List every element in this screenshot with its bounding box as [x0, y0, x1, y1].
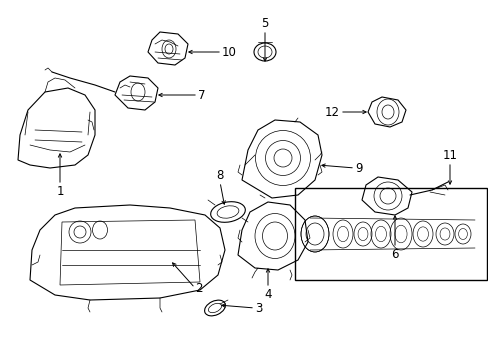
- Text: 7: 7: [198, 89, 205, 102]
- Text: 8: 8: [216, 169, 223, 182]
- Text: 11: 11: [442, 149, 457, 162]
- Text: 10: 10: [222, 45, 236, 59]
- Text: 1: 1: [56, 185, 63, 198]
- Text: 9: 9: [354, 162, 362, 175]
- Text: 5: 5: [261, 17, 268, 30]
- Bar: [294, 188, 486, 280]
- Text: 2: 2: [195, 282, 202, 294]
- Text: 4: 4: [264, 288, 271, 301]
- Text: 12: 12: [325, 105, 339, 118]
- Text: 3: 3: [254, 302, 262, 315]
- Text: 6: 6: [390, 248, 398, 261]
